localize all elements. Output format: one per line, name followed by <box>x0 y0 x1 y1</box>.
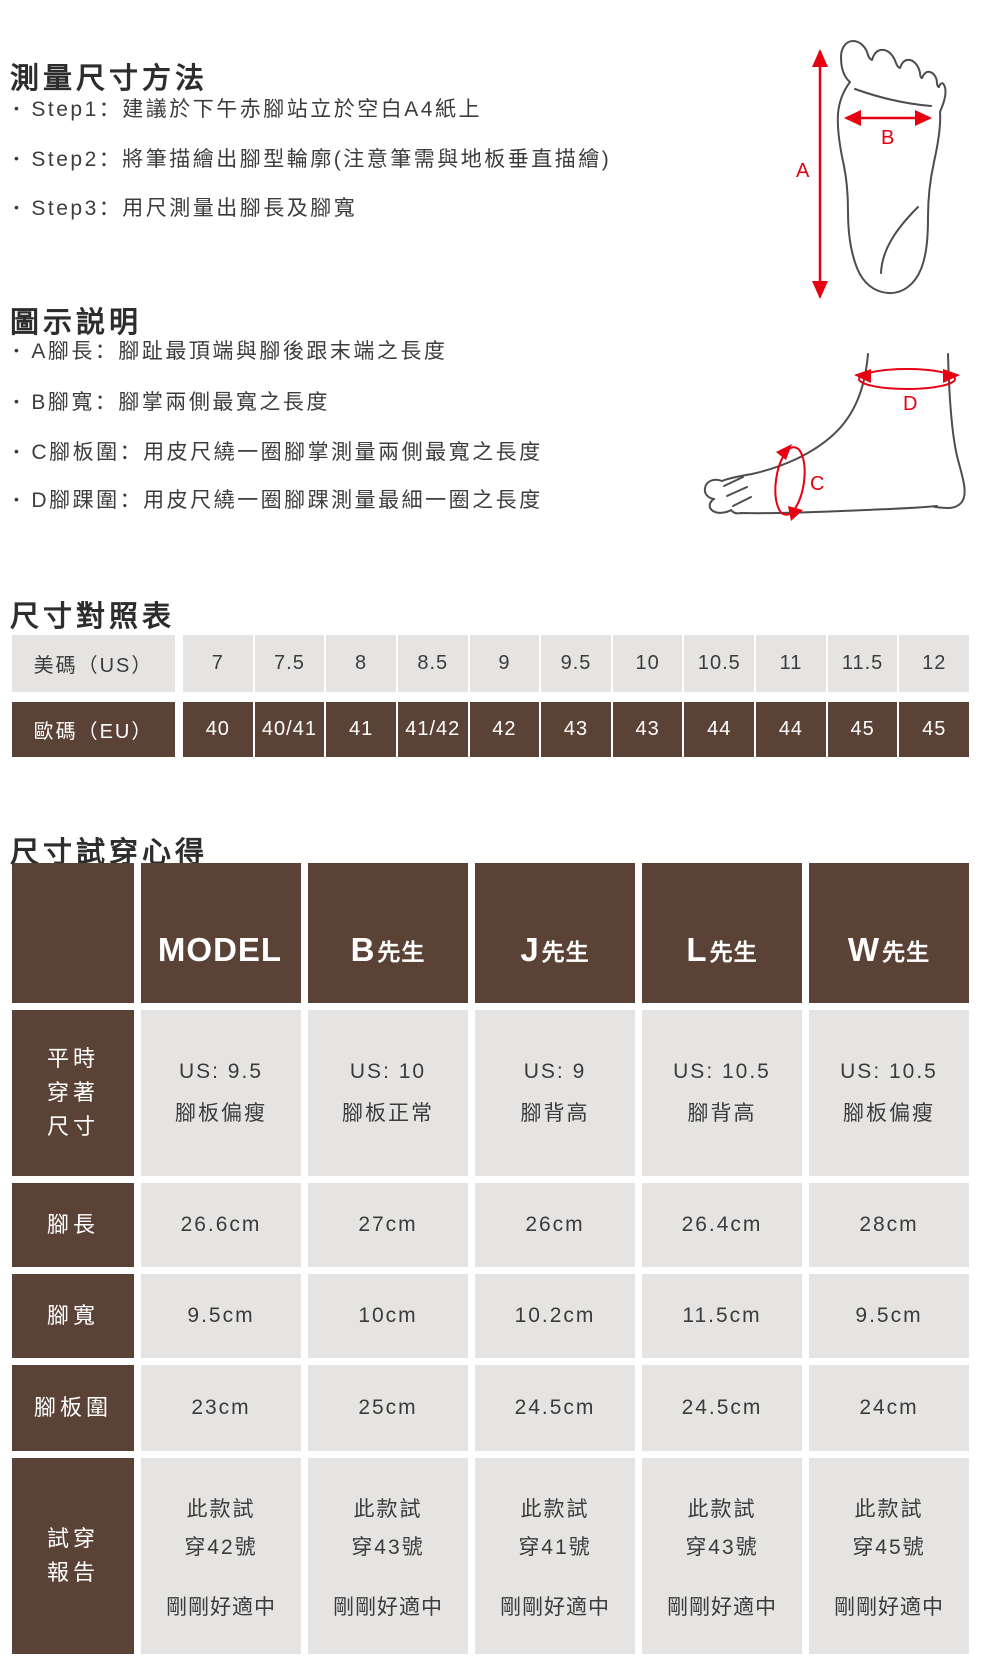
length-arrow-A <box>812 49 828 299</box>
fit-header-mr-b: B 先生 <box>308 863 468 1003</box>
fit-report-cell: 此款試 穿42號 剛剛好適中 <box>141 1458 301 1654</box>
usual-size-cell: US: 10.5 腳板偏瘦 <box>809 1010 969 1176</box>
row-label-usual-size: 平時 穿著 尺寸 <box>12 1010 134 1176</box>
usual-size-cell: US: 9.5 腳板偏瘦 <box>141 1010 301 1176</box>
fit-header-model: MODEL <box>141 863 301 1003</box>
us-size-cell: 9 <box>469 635 540 692</box>
usual-size-cell: US: 9 腳背高 <box>475 1010 635 1176</box>
fit-report-cell: 此款試 穿43號 剛剛好適中 <box>308 1458 468 1654</box>
measure-step-1: Step1：建議於下午赤腳站立於空白A4紙上 <box>14 97 482 123</box>
us-size-cell: 7 <box>183 635 253 692</box>
eu-size-cell: 41 <box>326 702 396 757</box>
usual-size-cell: US: 10 腳板正常 <box>308 1010 468 1176</box>
fit-header-mr-l: L 先生 <box>642 863 802 1003</box>
foot-girth-arrow-C <box>774 444 806 521</box>
foot-width-cell: 9.5cm <box>809 1274 969 1358</box>
us-size-cell: 8.5 <box>397 635 468 692</box>
label-B: B <box>881 127 894 149</box>
foot-width-cell: 10.2cm <box>475 1274 635 1358</box>
foot-side-diagram: D C <box>703 353 966 521</box>
eu-size-cell: 40/41 <box>254 702 325 757</box>
width-arrow-B <box>844 110 932 126</box>
foot-sole-outline <box>836 40 947 295</box>
foot-length-cell: 27cm <box>308 1183 468 1267</box>
foot-girth-cell: 24.5cm <box>642 1365 802 1451</box>
size-chart-title: 尺寸對照表 <box>10 601 176 634</box>
foot-length-cell: 26.4cm <box>642 1183 802 1267</box>
fit-header-mr-j: J 先生 <box>475 863 635 1003</box>
row-label-foot-girth: 腳板圍 <box>12 1365 134 1451</box>
us-size-values: 7 7.5 8 8.5 9 9.5 10 10.5 11 11.5 12 <box>183 635 970 692</box>
row-label-foot-width: 腳寬 <box>12 1274 134 1358</box>
measure-step-2: Step2：將筆描繪出腳型輪廓(注意筆需與地板垂直描繪) <box>14 147 611 173</box>
row-label-foot-length: 腳長 <box>12 1183 134 1267</box>
foot-length-cell: 28cm <box>809 1183 969 1267</box>
us-size-cell: 7.5 <box>254 635 325 692</box>
eu-size-cell: 41/42 <box>397 702 468 757</box>
foot-girth-cell: 24.5cm <box>475 1365 635 1451</box>
foot-girth-cell: 23cm <box>141 1365 301 1451</box>
us-size-cell: 10 <box>612 635 683 692</box>
fit-report-cell: 此款試 穿45號 剛剛好適中 <box>809 1458 969 1654</box>
legend-item-c: C腳板圍：用皮尺繞一圈腳掌測量兩側最寬之長度 <box>14 440 543 466</box>
us-size-cell: 12 <box>899 635 970 692</box>
eu-size-cell: 40 <box>183 702 253 757</box>
us-size-cell: 11 <box>756 635 826 692</box>
eu-size-cell: 42 <box>469 702 540 757</box>
foot-girth-cell: 24cm <box>809 1365 969 1451</box>
foot-width-cell: 9.5cm <box>141 1274 301 1358</box>
size-chart-eu-row: 歐碼（EU） 40 40/41 41 41/42 42 43 43 44 44 … <box>12 702 970 757</box>
legend-item-b: B腳寬：腳掌兩側最寬之長度 <box>14 390 330 416</box>
us-size-cell: 8 <box>326 635 396 692</box>
label-C: C <box>810 473 824 495</box>
size-chart-us-row: 美碼（US） 7 7.5 8 8.5 9 9.5 10 10.5 11 11.5… <box>12 635 970 692</box>
foot-width-cell: 11.5cm <box>642 1274 802 1358</box>
foot-length-cell: 26cm <box>475 1183 635 1267</box>
ankle-girth-arrow-D <box>854 368 960 390</box>
us-size-label: 美碼（US） <box>12 635 175 692</box>
fit-report-cell: 此款試 穿43號 剛剛好適中 <box>642 1458 802 1654</box>
fit-header-empty <box>12 863 134 1003</box>
foot-width-cell: 10cm <box>308 1274 468 1358</box>
label-D: D <box>903 393 917 415</box>
fit-table: MODEL B 先生 J 先生 L 先生 W 先生 平時 穿著 尺寸 US: 9… <box>12 863 969 1654</box>
eu-size-cell: 43 <box>612 702 683 757</box>
usual-size-cell: US: 10.5 腳背高 <box>642 1010 802 1176</box>
row-label-fit-report: 試穿 報告 <box>12 1458 134 1654</box>
foot-girth-cell: 25cm <box>308 1365 468 1451</box>
measure-step-3: Step3：用尺測量出腳長及腳寬 <box>14 196 357 222</box>
eu-size-cell: 45 <box>899 702 970 757</box>
legend-item-a: A腳長：腳趾最頂端與腳後跟末端之長度 <box>14 339 447 365</box>
us-size-cell: 10.5 <box>684 635 755 692</box>
foot-sole-diagram: A B <box>796 40 947 299</box>
eu-size-values: 40 40/41 41 41/42 42 43 43 44 44 45 45 <box>183 702 970 757</box>
legend-title: 圖示説明 <box>10 307 143 340</box>
label-A: A <box>796 160 810 182</box>
foot-side-outline <box>703 353 966 515</box>
eu-size-cell: 45 <box>827 702 898 757</box>
eu-size-cell: 43 <box>541 702 611 757</box>
fit-header-mr-w: W 先生 <box>809 863 969 1003</box>
eu-size-cell: 44 <box>756 702 826 757</box>
eu-size-cell: 44 <box>684 702 755 757</box>
foot-length-cell: 26.6cm <box>141 1183 301 1267</box>
us-size-cell: 9.5 <box>541 635 611 692</box>
fit-report-cell: 此款試 穿41號 剛剛好適中 <box>475 1458 635 1654</box>
legend-item-d: D腳踝圍：用皮尺繞一圈腳踝測量最細一圈之長度 <box>14 488 543 514</box>
us-size-cell: 11.5 <box>827 635 898 692</box>
measure-title: 測量尺寸方法 <box>10 63 209 96</box>
eu-size-label: 歐碼（EU） <box>12 702 175 757</box>
